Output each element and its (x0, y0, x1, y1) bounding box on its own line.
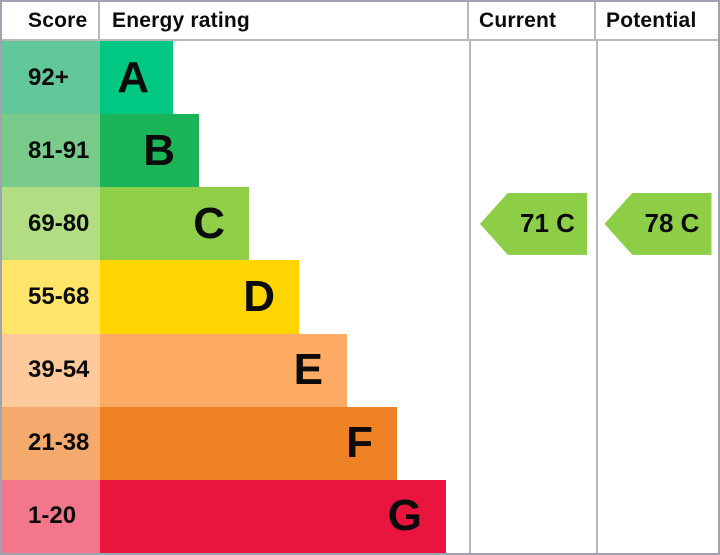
current-column: 71 C (469, 41, 596, 553)
chart-body: 92+ A 81-91 B 69-80 C 55-68 D 39-54 E 21-38 F 1-20 G … (2, 41, 718, 553)
rating-bar-d: D (100, 260, 299, 334)
current-slot-b (471, 114, 596, 187)
score-range-g: 1-20 (2, 479, 100, 553)
header-potential: Potential (594, 2, 718, 39)
current-slot-c: 71 C (471, 187, 596, 260)
header-score: Score (2, 2, 100, 39)
score-range-f: 21-38 (2, 406, 100, 480)
rating-bar-e: E (100, 333, 347, 407)
rating-bar-a: A (100, 41, 173, 115)
rating-letter-a: A (117, 52, 149, 102)
score-range-a: 92+ (2, 41, 100, 115)
current-slot-d (471, 260, 596, 333)
rating-band-row-g: 1-20 G (2, 479, 469, 553)
potential-slot-c: 78 C (598, 187, 718, 260)
rating-band-row-f: 21-38 F (2, 406, 469, 480)
rating-bar-f: F (100, 406, 397, 480)
rating-band-row-d: 55-68 D (2, 260, 469, 334)
potential-slot-d (598, 260, 718, 333)
potential-slot-g (598, 480, 718, 553)
header-energy-rating: Energy rating (112, 8, 250, 32)
table-header: Score Energy rating Current Potential (2, 2, 718, 41)
current-rating-arrow: 71 C (480, 192, 587, 255)
score-range-d: 55-68 (2, 260, 100, 334)
rating-letter-b: B (143, 125, 175, 175)
potential-slot-b (598, 114, 718, 187)
current-slot-a (471, 41, 596, 114)
score-range-c: 69-80 (2, 187, 100, 261)
rating-band-row-e: 39-54 E (2, 333, 469, 407)
rating-bands: 92+ A 81-91 B 69-80 C 55-68 D 39-54 E 21-38 F 1-20 G (2, 41, 469, 553)
potential-column: 78 C (596, 41, 718, 553)
potential-slot-a (598, 41, 718, 114)
rating-letter-e: E (293, 345, 323, 395)
rating-letter-d: D (243, 271, 275, 321)
rating-band-row-b: 81-91 B (2, 114, 469, 188)
current-slot-f (471, 407, 596, 480)
rating-bar-g: G (100, 479, 446, 553)
score-range-b: 81-91 (2, 114, 100, 188)
rating-letter-f: F (346, 418, 373, 468)
score-range-e: 39-54 (2, 333, 100, 407)
potential-rating-arrow: 78 C (604, 192, 712, 255)
potential-slot-f (598, 407, 718, 480)
potential-slot-e (598, 334, 718, 407)
rating-bar-b: B (100, 114, 199, 188)
current-slot-e (471, 334, 596, 407)
rating-letter-g: G (387, 491, 422, 541)
rating-band-row-c: 69-80 C (2, 187, 469, 261)
rating-letter-c: C (193, 198, 225, 248)
rating-band-row-a: 92+ A (2, 41, 469, 115)
current-slot-g (471, 480, 596, 553)
rating-bar-c: C (100, 187, 249, 261)
header-current: Current (467, 2, 594, 39)
